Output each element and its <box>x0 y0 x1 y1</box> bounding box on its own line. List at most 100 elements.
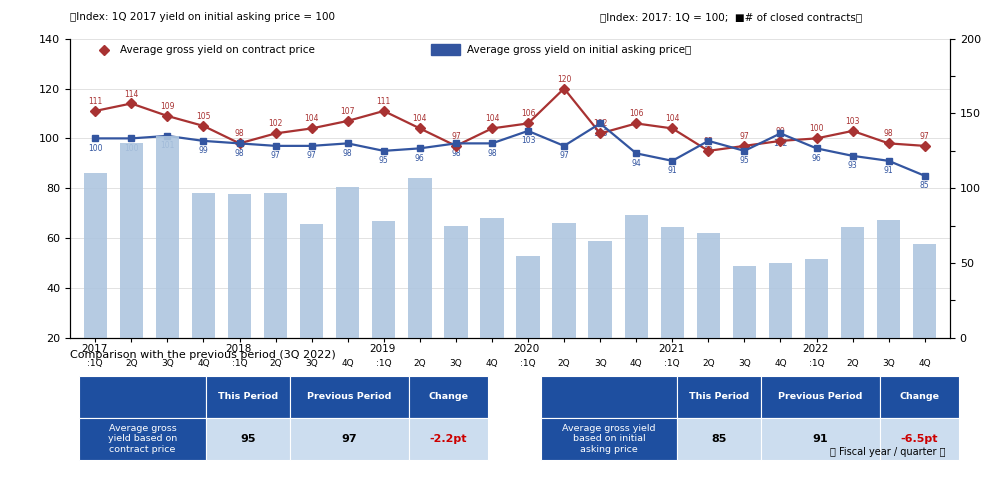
Text: 99: 99 <box>703 146 713 156</box>
FancyBboxPatch shape <box>677 376 761 418</box>
Text: 111: 111 <box>88 97 102 106</box>
Text: Comparison with the previous period (3Q 2022): Comparison with the previous period (3Q … <box>70 350 336 360</box>
Text: Average gross yield
based on initial
asking price: Average gross yield based on initial ask… <box>562 424 656 454</box>
Bar <box>444 226 468 338</box>
Text: Average gross
yield based on
contract price: Average gross yield based on contract pr… <box>108 424 177 454</box>
Text: 97: 97 <box>307 151 317 160</box>
Bar <box>480 218 504 338</box>
Text: 91: 91 <box>812 434 828 444</box>
Text: Previous Period: Previous Period <box>307 392 392 401</box>
Text: 85: 85 <box>711 434 727 444</box>
Text: 97: 97 <box>342 434 357 444</box>
FancyBboxPatch shape <box>409 376 488 418</box>
Text: 104: 104 <box>485 114 499 124</box>
Text: 95: 95 <box>740 156 749 165</box>
Text: 2019: 2019 <box>369 343 396 354</box>
Text: 99: 99 <box>776 127 785 136</box>
Bar <box>228 194 251 338</box>
Text: 96: 96 <box>812 154 821 163</box>
Text: （Index: 2017: 1Q = 100;  ■# of closed contracts）: （Index: 2017: 1Q = 100; ■# of closed con… <box>600 12 862 22</box>
Text: 97: 97 <box>451 132 461 141</box>
Text: This Period: This Period <box>218 392 278 401</box>
Text: 103: 103 <box>521 136 535 145</box>
FancyBboxPatch shape <box>761 418 880 460</box>
Text: Change: Change <box>428 392 468 401</box>
Text: 97: 97 <box>740 132 749 141</box>
FancyBboxPatch shape <box>79 418 206 460</box>
Text: 2021: 2021 <box>658 343 684 354</box>
Bar <box>408 178 432 338</box>
Bar <box>336 187 359 338</box>
FancyBboxPatch shape <box>880 418 959 460</box>
Text: -2.2pt: -2.2pt <box>430 434 467 444</box>
Bar <box>431 44 460 56</box>
Text: -6.5pt: -6.5pt <box>900 434 938 444</box>
Bar <box>733 266 756 338</box>
Text: 100: 100 <box>124 144 139 153</box>
Text: 102: 102 <box>773 139 788 148</box>
Text: 97: 97 <box>920 132 930 141</box>
Text: 97: 97 <box>559 151 569 160</box>
Text: 98: 98 <box>343 149 353 158</box>
FancyBboxPatch shape <box>880 376 959 418</box>
Text: 94: 94 <box>631 159 641 168</box>
FancyBboxPatch shape <box>409 418 488 460</box>
Bar <box>697 233 720 338</box>
FancyBboxPatch shape <box>541 418 677 460</box>
Text: 100: 100 <box>809 125 824 133</box>
Text: Average gross yield on initial asking price）: Average gross yield on initial asking pr… <box>467 45 691 55</box>
Text: 2022: 2022 <box>802 343 829 354</box>
Bar <box>264 193 287 338</box>
Text: 106: 106 <box>593 129 607 138</box>
FancyBboxPatch shape <box>290 418 409 460</box>
Bar <box>841 227 864 338</box>
Text: （Index: 1Q 2017 yield on initial asking price = 100: （Index: 1Q 2017 yield on initial asking … <box>70 12 335 22</box>
Text: 104: 104 <box>665 114 680 124</box>
Text: 98: 98 <box>451 149 461 158</box>
Bar <box>588 241 612 338</box>
Bar <box>805 258 828 338</box>
Bar <box>877 220 900 338</box>
FancyBboxPatch shape <box>290 376 409 418</box>
Bar <box>84 173 107 338</box>
Text: 98: 98 <box>884 129 894 139</box>
FancyBboxPatch shape <box>79 376 206 418</box>
Text: （ Fiscal year / quarter ）: （ Fiscal year / quarter ） <box>830 447 945 457</box>
Text: 98: 98 <box>235 149 244 158</box>
Text: 91: 91 <box>884 166 894 175</box>
Text: 97: 97 <box>271 151 280 160</box>
Text: 2018: 2018 <box>225 343 251 354</box>
Text: Change: Change <box>899 392 939 401</box>
Text: This Period: This Period <box>689 392 749 401</box>
Text: 100: 100 <box>88 144 102 153</box>
Bar <box>661 227 684 338</box>
FancyBboxPatch shape <box>761 376 880 418</box>
Bar <box>300 224 323 338</box>
Text: 104: 104 <box>304 114 319 124</box>
Text: 102: 102 <box>593 119 607 128</box>
Text: 99: 99 <box>199 146 208 156</box>
Text: 102: 102 <box>268 119 283 128</box>
Bar <box>625 215 648 338</box>
Bar <box>913 243 936 338</box>
Text: 95: 95 <box>703 137 713 146</box>
Text: 91: 91 <box>667 166 677 175</box>
Text: 95: 95 <box>379 156 389 165</box>
Text: 114: 114 <box>124 89 138 99</box>
Bar <box>769 263 792 338</box>
FancyBboxPatch shape <box>206 418 290 460</box>
FancyBboxPatch shape <box>677 418 761 460</box>
Text: 106: 106 <box>521 110 535 118</box>
Bar <box>516 256 540 338</box>
Text: 105: 105 <box>196 112 211 121</box>
Text: Average gross yield on contract price: Average gross yield on contract price <box>120 45 315 55</box>
Bar <box>156 136 179 338</box>
Bar <box>120 143 143 338</box>
Bar <box>372 221 395 338</box>
Text: 96: 96 <box>415 154 425 163</box>
Text: 98: 98 <box>235 129 244 139</box>
FancyBboxPatch shape <box>541 376 677 418</box>
Text: 2020: 2020 <box>514 343 540 354</box>
Bar <box>192 193 215 338</box>
Text: 109: 109 <box>160 102 175 111</box>
